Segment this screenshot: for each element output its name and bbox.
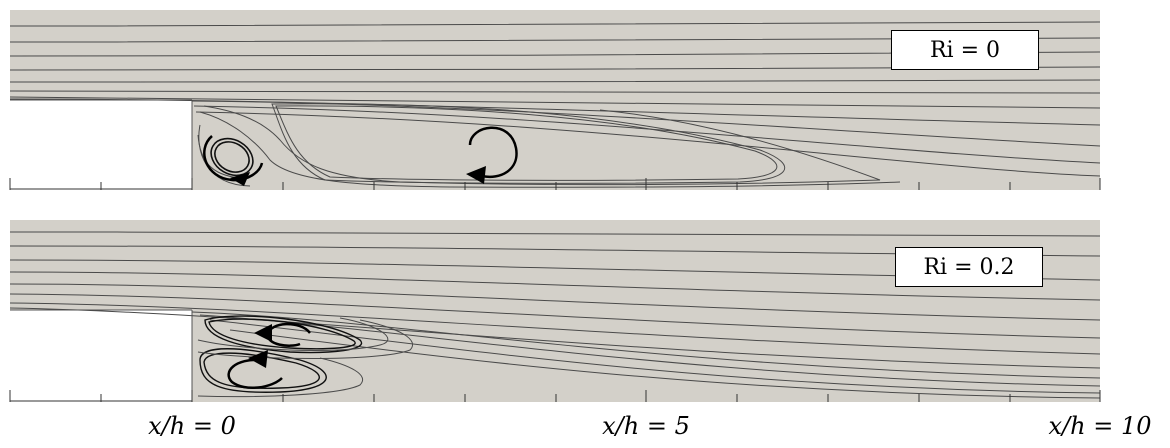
rotation-arrow-lower-bottom	[227, 350, 283, 390]
outer-streamlines-top	[9, 21, 1101, 177]
label-ri-0: Ri = 0	[891, 30, 1039, 70]
x-axis-label-5: x/h = 5	[602, 412, 690, 440]
x-axis-label-0: x/h = 0	[148, 412, 236, 440]
lower-vortex-bottom	[199, 348, 327, 393]
label-ri-0-2: Ri = 0.2	[895, 247, 1043, 287]
rotation-arrow-main-top	[466, 126, 518, 184]
step-block-top	[10, 100, 192, 190]
ticks-top	[9, 178, 1101, 190]
main-recirculation-top	[199, 103, 901, 188]
rotation-arrow-corner-top	[203, 135, 264, 186]
x-axis-label-10: x/h = 10	[1048, 412, 1152, 440]
ticks-bottom	[9, 390, 1101, 402]
step-block-bottom	[10, 310, 192, 402]
outer-streamlines-bottom	[9, 231, 1101, 399]
vortex-surround-lines-bottom	[197, 317, 413, 398]
rotation-arrow-upper-bottom	[254, 322, 311, 347]
corner-vortex-loops-top	[210, 137, 254, 177]
